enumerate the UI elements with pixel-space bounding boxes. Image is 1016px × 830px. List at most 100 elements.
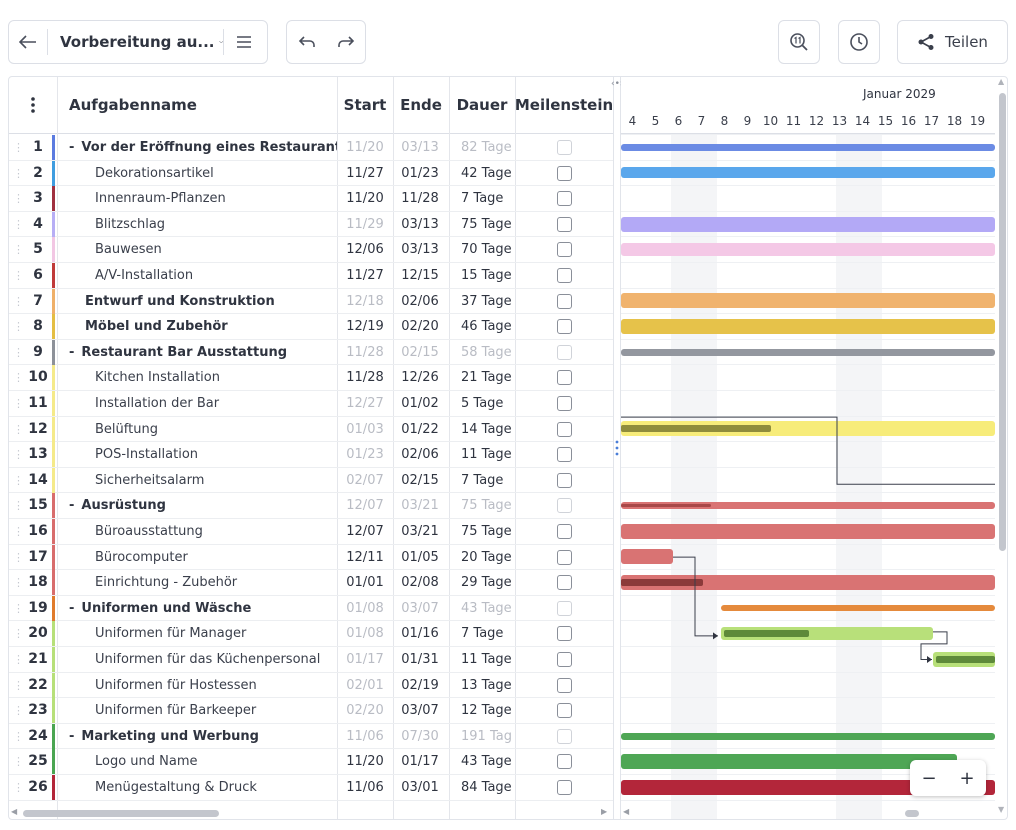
drag-grip-icon[interactable]: ⋮⋮ — [13, 217, 23, 231]
task-row[interactable]: ⋮⋮ 6 A/V-Installation 11/27 12/15 15 Tage — [9, 263, 613, 289]
drag-grip-icon[interactable]: ⋮⋮ — [13, 371, 23, 385]
task-name[interactable]: Bauwesen — [69, 237, 337, 262]
drag-grip-icon[interactable]: ⋮⋮ — [13, 294, 23, 308]
task-end[interactable]: 03/21 — [401, 498, 439, 514]
milestone-checkbox[interactable] — [557, 549, 572, 565]
task-duration[interactable]: 84 Tage — [461, 780, 512, 795]
task-end[interactable]: 02/08 — [401, 575, 439, 591]
milestone-checkbox[interactable] — [557, 421, 572, 437]
collapse-toggle-icon[interactable]: - — [69, 344, 75, 360]
task-duration[interactable]: 14 Tage — [461, 421, 512, 437]
scroll-left-arrow-icon[interactable]: ◀ — [623, 807, 630, 816]
undo-button[interactable] — [287, 21, 326, 63]
drag-grip-icon[interactable]: ⋮⋮ — [13, 601, 23, 615]
task-duration[interactable]: 191 Tag — [461, 728, 512, 744]
task-start[interactable]: 02/20 — [346, 703, 384, 719]
drag-grip-icon[interactable]: ⋮⋮ — [13, 320, 23, 334]
task-start[interactable]: 11/28 — [346, 370, 384, 386]
task-row[interactable]: ⋮⋮ 25 Logo und Name 11/20 01/17 43 Tage — [9, 749, 613, 775]
task-bar[interactable] — [721, 605, 995, 612]
drag-grip-icon[interactable]: ⋮⋮ — [13, 269, 23, 282]
task-start[interactable]: 12/07 — [346, 498, 384, 514]
task-duration[interactable]: 43 Tage — [461, 600, 512, 616]
task-duration[interactable]: 29 Tage — [461, 575, 512, 591]
project-title-dropdown[interactable]: Vorbereitung au... — [48, 21, 223, 63]
task-start[interactable]: 12/06 — [346, 242, 384, 258]
task-start[interactable]: 11/28 — [346, 344, 384, 360]
task-row[interactable]: ⋮⋮ 7 Entwurf und Konstruktion 12/18 02/06 37 … — [9, 288, 613, 315]
task-end[interactable]: 03/01 — [401, 780, 439, 795]
task-end[interactable]: 02/06 — [401, 447, 439, 463]
task-end[interactable]: 02/19 — [401, 677, 439, 693]
task-duration[interactable]: 13 Tage — [461, 677, 512, 693]
task-start[interactable]: 02/01 — [346, 677, 384, 693]
task-start[interactable]: 01/17 — [346, 652, 384, 667]
task-end[interactable]: 07/30 — [401, 728, 439, 744]
milestone-checkbox[interactable] — [557, 191, 572, 207]
task-row[interactable]: ⋮⋮ 16 Büroausstattung 12/07 03/21 75 Tage — [9, 519, 613, 545]
scroll-right-arrow-icon[interactable]: ▶ — [601, 807, 608, 816]
task-duration[interactable]: 75 Tage — [461, 498, 512, 514]
task-end[interactable]: 02/20 — [401, 319, 439, 335]
task-row[interactable]: ⋮⋮ 14 Sicherheitsalarm 02/07 02/15 7 Tage — [9, 467, 613, 494]
dependency-link[interactable] — [673, 556, 718, 637]
task-start[interactable]: 01/01 — [346, 575, 384, 591]
collapse-toggle-icon[interactable]: - — [69, 140, 75, 155]
task-start[interactable]: 02/07 — [346, 472, 384, 488]
milestone-checkbox[interactable] — [557, 575, 572, 591]
task-name[interactable]: Menügestaltung & Druck — [69, 775, 337, 800]
task-end[interactable]: 12/15 — [401, 268, 439, 283]
task-name[interactable]: Büroausstattung — [69, 519, 337, 544]
task-start[interactable]: 12/07 — [346, 524, 384, 539]
task-name[interactable]: Bürocomputer — [69, 545, 337, 570]
column-header-end[interactable]: Ende — [393, 77, 449, 134]
task-row[interactable]: ⋮⋮ 18 Einrichtung - Zubehör 01/01 02/08 29 Ta… — [9, 570, 613, 596]
share-button[interactable]: Teilen — [897, 20, 1008, 64]
task-start[interactable]: 11/06 — [346, 780, 384, 795]
task-end[interactable]: 11/28 — [401, 191, 439, 207]
task-name[interactable]: - Marketing und Werbung — [69, 724, 337, 749]
milestone-checkbox[interactable] — [557, 396, 572, 411]
task-name[interactable]: Uniformen für Manager — [69, 621, 337, 646]
task-duration[interactable]: 7 Tage — [461, 626, 504, 642]
milestone-checkbox[interactable] — [557, 447, 572, 463]
drag-grip-icon[interactable]: ⋮⋮ — [13, 473, 23, 487]
collapse-arrows-icon[interactable]: ‹•› — [611, 79, 624, 89]
task-start[interactable]: 01/23 — [346, 447, 384, 463]
task-duration[interactable]: 12 Tage — [461, 703, 512, 719]
task-row[interactable]: ⋮⋮ 5 Bauwesen 12/06 03/13 70 Tage — [9, 237, 613, 263]
drag-grip-icon[interactable]: ⋮⋮ — [13, 141, 23, 154]
task-name[interactable]: Blitzschlag — [69, 212, 337, 237]
task-row[interactable]: ⋮⋮ 8 Möbel und Zubehör 12/19 02/20 46 Tage — [9, 314, 613, 340]
task-start[interactable]: 11/20 — [346, 191, 384, 207]
task-name[interactable]: Möbel und Zubehör — [69, 314, 337, 339]
scroll-up-arrow-icon[interactable]: ▲ — [998, 77, 1005, 86]
task-row[interactable]: ⋮⋮ 4 Blitzschlag 11/29 03/13 75 Tage — [9, 211, 613, 238]
drag-grip-icon[interactable]: ⋮⋮ — [13, 499, 23, 513]
task-bar[interactable] — [621, 243, 995, 257]
drag-grip-icon[interactable]: ⋮⋮ — [13, 525, 23, 538]
milestone-checkbox[interactable] — [557, 652, 572, 667]
task-start[interactable]: 12/11 — [346, 549, 384, 565]
grid-scroll-thumb[interactable] — [23, 810, 219, 817]
task-name[interactable]: Uniformen für das Küchenpersonal — [69, 647, 337, 672]
column-header-milestone[interactable]: Meilenstein — [515, 77, 613, 134]
task-duration[interactable]: 82 Tage — [461, 140, 512, 155]
drag-grip-icon[interactable]: ⋮⋮ — [13, 550, 23, 564]
grid-menu-button[interactable] — [9, 77, 57, 134]
task-row[interactable]: ⋮⋮ 17 Bürocomputer 12/11 01/05 20 Tage — [9, 544, 613, 571]
task-end[interactable]: 01/16 — [401, 626, 439, 642]
history-clock-button[interactable] — [838, 20, 880, 64]
drag-grip-icon[interactable]: ⋮⋮ — [13, 678, 23, 692]
task-name[interactable]: Innenraum-Pflanzen — [69, 186, 337, 211]
task-name[interactable]: Logo und Name — [69, 749, 337, 774]
grid-horizontal-scrollbar[interactable]: ◀ ▶ — [9, 807, 613, 819]
task-name[interactable]: - Vor der Eröffnung eines Restaurants — [69, 135, 337, 160]
task-row[interactable]: ⋮⋮ 24 -Marketing und Werbung 11/06 07/30 191 … — [9, 723, 613, 750]
task-bar[interactable] — [621, 143, 995, 151]
task-bar[interactable] — [621, 523, 995, 539]
drag-grip-icon[interactable]: ⋮⋮ — [13, 243, 23, 257]
task-row[interactable]: ⋮⋮ 15 -Ausrüstung 12/07 03/21 75 Tage — [9, 493, 613, 519]
task-end[interactable]: 03/13 — [401, 140, 439, 155]
drag-grip-icon[interactable]: ⋮⋮ — [13, 653, 23, 666]
